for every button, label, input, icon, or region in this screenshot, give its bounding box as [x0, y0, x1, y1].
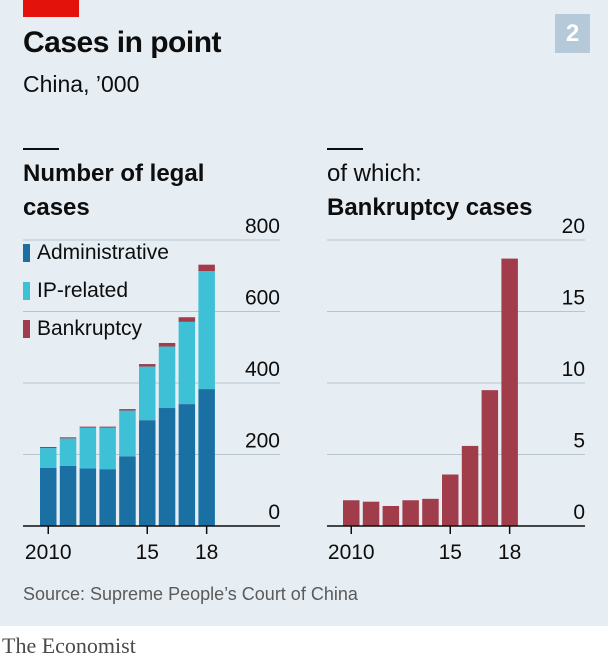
left-y-tick-label: 800 [245, 215, 280, 238]
legend-item-bankruptcy: Bankruptcy [23, 316, 142, 342]
brand-logo: The Economist [2, 633, 136, 658]
right-bar-bankruptcy-cases-2015 [442, 474, 459, 526]
left-bar-ip-related-2017 [178, 321, 196, 405]
right-bar-bankruptcy-cases-2018 [501, 258, 518, 526]
left-bar-bankruptcy-2016 [158, 342, 176, 347]
right-x-tick-label: 15 [439, 541, 462, 564]
left-bar-administrative-2012 [79, 468, 97, 526]
left-bar-ip-related-2014 [119, 410, 136, 457]
left-bar-bankruptcy-2013 [99, 426, 116, 428]
legend-swatch-administrative [23, 244, 30, 262]
chart-number-badge: 2 [555, 14, 590, 53]
left-x-tick-label: 2010 [25, 541, 72, 564]
right-y-tick-label: 10 [562, 358, 585, 381]
right-bar-bankruptcy-cases-2017 [481, 390, 499, 526]
right-y-tick-label: 5 [573, 430, 585, 453]
left-bar-ip-related-2016 [158, 346, 176, 409]
left-panel-rule [23, 148, 59, 150]
legend-swatch-bankruptcy [23, 320, 30, 338]
left-bar-administrative-2017 [178, 404, 196, 526]
source-note: Source: Supreme People’s Court of China [23, 584, 358, 604]
left-bar-administrative-2011 [59, 465, 77, 526]
right-bar-bankruptcy-cases-2012 [382, 505, 400, 526]
right-y-tick-label: 15 [562, 287, 585, 310]
legend-label-ip-related: IP-related [37, 279, 129, 302]
legend-item-administrative: Administrative [23, 240, 169, 266]
chart-title: Cases in point [23, 26, 222, 59]
charts-canvas: 0 200 400 600 800 2010 15 18 0 5 10 15 20 2010 15 18 [23, 215, 585, 564]
chart-subtitle: China, ’000 [23, 71, 140, 97]
left-bar-administrative-2018 [198, 389, 215, 526]
right-panel-title: of which: Bankruptcy cases [327, 157, 532, 225]
left-y-tick-label: 600 [245, 287, 280, 310]
legend-label-administrative: Administrative [37, 241, 169, 264]
right-bar-bankruptcy-cases-2014 [422, 498, 439, 526]
right-y-tick-label: 0 [573, 501, 585, 524]
left-bar-bankruptcy-2018 [198, 264, 215, 272]
left-bar-ip-related-2015 [139, 366, 156, 421]
left-bar-bankruptcy-2014 [119, 409, 136, 411]
right-panel-rule [327, 148, 363, 150]
right-bar-bankruptcy-cases-2016 [461, 445, 479, 526]
right-bar-bankruptcy-cases-2013 [402, 500, 419, 526]
left-bar-bankruptcy-2012 [79, 426, 97, 428]
left-bar-administrative-2014 [119, 456, 136, 526]
legend-swatch-ip-related [23, 282, 30, 300]
right-x-tick-label: 2010 [328, 541, 375, 564]
right-bar-bankruptcy-cases-2010 [343, 500, 360, 526]
left-bar-ip-related-2012 [79, 427, 97, 469]
left-bar-bankruptcy-2017 [178, 317, 196, 322]
right-x-tick-label: 18 [498, 541, 521, 564]
left-bar-ip-related-2010 [40, 448, 57, 468]
left-bar-bankruptcy-2011 [59, 437, 77, 439]
right-y-tick-label: 20 [562, 215, 585, 238]
left-y-tick-label: 0 [268, 501, 280, 524]
left-bar-ip-related-2013 [99, 427, 116, 470]
right-panel-title-main: Bankruptcy cases [327, 194, 533, 221]
left-bar-bankruptcy-2010 [40, 446, 57, 449]
left-bar-bankruptcy-2015 [139, 364, 156, 367]
left-x-tick-label: 18 [195, 541, 218, 564]
left-bar-administrative-2013 [99, 469, 116, 526]
left-bar-administrative-2010 [40, 467, 57, 526]
left-bar-ip-related-2018 [198, 271, 215, 390]
left-x-tick-label: 15 [136, 541, 159, 564]
left-panel-title: Number of legal cases [23, 160, 205, 221]
brand-red-tag [23, 0, 79, 17]
right-bar-bankruptcy-cases-2011 [362, 501, 380, 526]
right-panel-title-prefix: of which: [327, 160, 422, 187]
left-bar-administrative-2015 [139, 420, 156, 526]
left-bar-ip-related-2011 [59, 438, 77, 466]
legend-label-bankruptcy: Bankruptcy [37, 317, 143, 340]
left-y-tick-label: 400 [245, 358, 280, 381]
left-bar-administrative-2016 [158, 408, 176, 526]
legend-item-ip-related: IP-related [23, 278, 128, 304]
left-y-tick-label: 200 [245, 430, 280, 453]
